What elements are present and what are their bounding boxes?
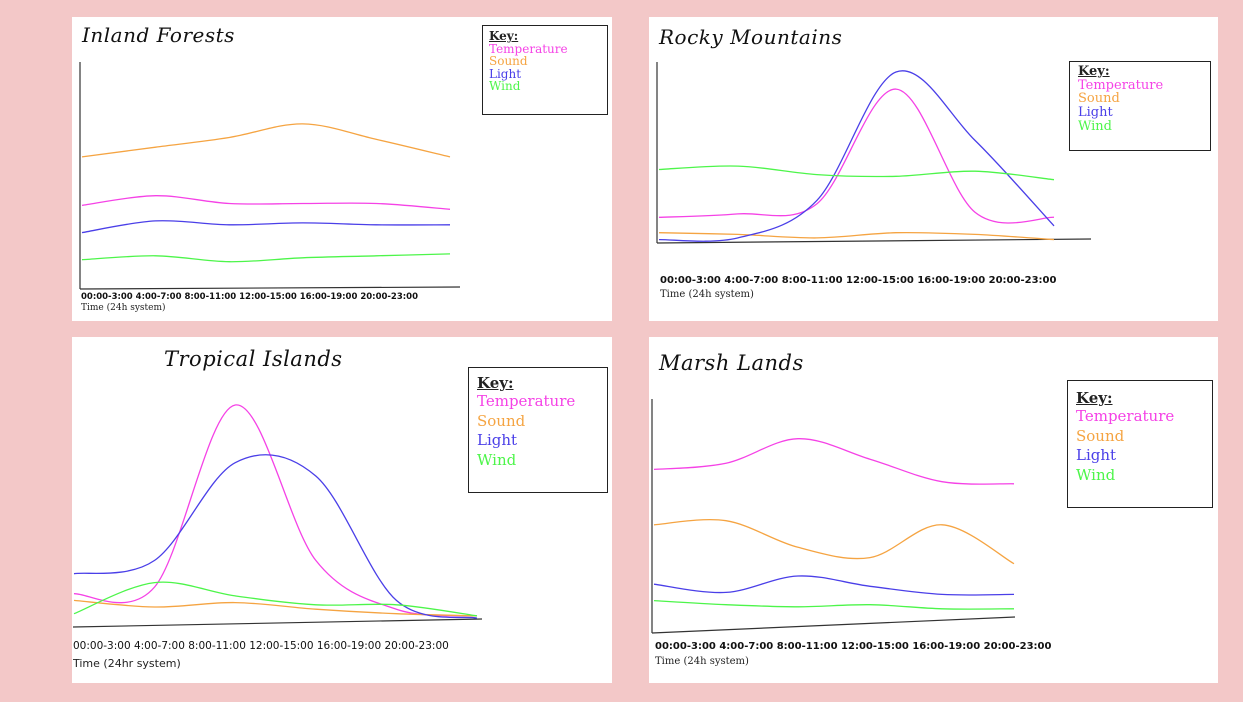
- chart-plot: [656, 62, 1092, 244]
- series-line-temperature: [653, 438, 1015, 485]
- chart-panel-inland-forests: Inland Forests Key: Temperature Sound Li…: [72, 17, 612, 321]
- legend-item-light: Light: [489, 66, 522, 81]
- x-axis: [656, 238, 1092, 244]
- x-tick-labels: 00:00-3:00 4:00-7:00 8:00-11:00 12:00-15…: [73, 640, 449, 652]
- chart-title: Marsh Lands: [659, 351, 804, 375]
- legend-item-wind: Wind: [477, 451, 517, 469]
- legend: Key: Temperature Sound Light Wind: [482, 25, 608, 115]
- series-line-wind: [81, 253, 451, 263]
- series-line-light: [658, 70, 1055, 242]
- series-line-wind: [73, 581, 478, 617]
- series-line-temperature: [81, 195, 451, 210]
- legend-item-sound: Sound: [1078, 91, 1120, 107]
- chart-title: Inland Forests: [82, 23, 235, 47]
- chart-panel-rocky-mountains: Rocky Mountains Key: Temperature Sound L…: [649, 17, 1218, 321]
- chart-plot: [79, 62, 461, 290]
- series-line-wind: [653, 599, 1015, 610]
- x-tick-labels: 00:00-3:00 4:00-7:00 8:00-11:00 12:00-15…: [660, 275, 1057, 286]
- legend: Key: Temperature Sound Light Wind: [468, 367, 608, 493]
- series-line-sound: [653, 518, 1015, 565]
- series-line-sound: [73, 599, 478, 617]
- series-line-light: [81, 220, 451, 234]
- series-line-light: [653, 575, 1015, 596]
- x-axis-label: Time (24hr system): [73, 657, 181, 670]
- series-line-sound: [81, 123, 451, 158]
- x-axis-label: Time (24h system): [660, 289, 754, 300]
- legend-item-temperature: Temperature: [1076, 406, 1175, 425]
- legend-item-temperature: Temperature: [1078, 77, 1164, 93]
- legend-header: Key:: [1078, 64, 1110, 79]
- legend-item-sound: Sound: [477, 411, 526, 430]
- x-axis-label: Time (24h system): [81, 303, 166, 313]
- chart-plot: [651, 399, 1016, 634]
- legend-item-light: Light: [1076, 446, 1117, 465]
- series-line-temperature: [73, 404, 478, 617]
- chart-title: Tropical Islands: [164, 347, 343, 371]
- legend-item-wind: Wind: [1078, 118, 1112, 134]
- legend: Key: Temperature Sound Light Wind: [1067, 380, 1213, 508]
- chart-title: Rocky Mountains: [659, 25, 843, 49]
- x-tick-labels: 00:00-3:00 4:00-7:00 8:00-11:00 12:00-15…: [655, 641, 1052, 652]
- series-line-light: [73, 454, 478, 619]
- chart-plot: [72, 404, 483, 628]
- chart-panel-tropical-islands: Tropical Islands Key: Temperature Sound …: [72, 337, 612, 683]
- chart-panel-marsh-lands: Marsh Lands Key: Temperature Sound Light…: [649, 337, 1218, 683]
- legend-item-wind: Wind: [489, 79, 521, 94]
- legend-header: Key:: [477, 374, 514, 392]
- x-tick-labels: 00:00-3:00 4:00-7:00 8:00-11:00 12:00-15…: [81, 292, 418, 302]
- legend-header: Key:: [1076, 389, 1113, 407]
- x-axis: [651, 616, 1016, 634]
- legend-item-sound: Sound: [489, 54, 528, 69]
- x-axis: [79, 286, 461, 290]
- legend-item-sound: Sound: [1076, 426, 1125, 445]
- legend: Key: Temperature Sound Light Wind: [1069, 61, 1211, 151]
- legend-item-light: Light: [1078, 104, 1113, 120]
- series-line-temperature: [658, 88, 1055, 224]
- legend-item-temperature: Temperature: [477, 391, 576, 410]
- legend-header: Key:: [489, 29, 519, 43]
- legend-item-wind: Wind: [1076, 466, 1116, 484]
- series-line-wind: [658, 165, 1055, 181]
- x-axis-label: Time (24h system): [655, 656, 749, 667]
- legend-item-temperature: Temperature: [489, 41, 568, 56]
- x-axis: [72, 618, 483, 628]
- series-line-sound: [658, 231, 1055, 241]
- legend-item-light: Light: [477, 431, 518, 450]
